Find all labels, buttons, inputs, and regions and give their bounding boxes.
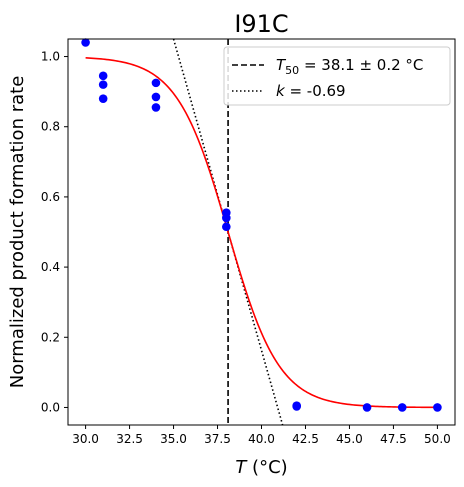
x-tick-label: 35.0	[160, 432, 187, 446]
legend-label-symbol: T	[276, 56, 287, 74]
chart-title: I91C	[234, 10, 288, 38]
data-point	[98, 71, 108, 81]
data-point	[222, 213, 231, 223]
y-axis-ticks: 0.0 0.2 0.4 0.6 0.8 1.0	[41, 50, 68, 414]
y-tick-label: 0.6	[41, 190, 60, 204]
data-point	[151, 92, 161, 102]
x-tick-label: 32.5	[116, 432, 143, 446]
x-tick-label: 47.5	[380, 432, 407, 446]
x-tick-label: 42.5	[292, 432, 319, 446]
legend-label: T50 = 38.1 ± 0.2 °C	[276, 56, 423, 77]
x-tick-label: 40.0	[248, 432, 275, 446]
y-tick-label: 1.0	[41, 50, 60, 64]
data-point	[222, 222, 231, 232]
data-points	[81, 38, 442, 412]
legend-box	[223, 46, 451, 106]
y-tick-label: 0.8	[41, 120, 60, 134]
data-point	[362, 403, 372, 412]
legend-label-rest: = -0.69	[285, 82, 346, 100]
y-tick-label: 0.2	[41, 330, 60, 344]
data-point	[81, 38, 90, 47]
x-axis-ticks: 30.0 32.5 35.0 37.5 40.0 42.5 45.0 47.5 50.0	[72, 425, 451, 446]
axes-layer: 30.0 32.5 35.0 37.5 40.0 42.5 45.0 47.5 50.0 0.0…	[41, 38, 456, 446]
y-tick-label: 0.4	[41, 260, 60, 274]
x-tick-label: 30.0	[72, 432, 99, 446]
data-point	[98, 94, 108, 103]
legend: T50 = 38.1 ± 0.2 °C k = -0.69	[223, 46, 451, 106]
plot-layer	[81, 38, 442, 425]
data-point	[433, 403, 442, 412]
y-tick-label: 0.0	[41, 400, 60, 414]
legend-label-rest: = 38.1 ± 0.2 °C	[299, 56, 423, 74]
data-point	[397, 403, 407, 412]
x-axis-title: T (°C)	[235, 457, 287, 478]
x-axis-unit: (°C)	[246, 457, 287, 478]
x-tick-label: 37.5	[204, 432, 231, 446]
y-axis-title: Normalized product formation rate	[7, 76, 28, 389]
legend-label-subscript: 50	[285, 64, 299, 77]
x-tick-label: 50.0	[424, 432, 451, 446]
x-axis-symbol: T	[235, 457, 248, 478]
legend-label: k = -0.69	[276, 82, 346, 100]
fit-curve	[85, 57, 438, 409]
x-tick-label: 45.0	[336, 432, 363, 446]
data-point	[151, 103, 161, 112]
data-point	[292, 402, 301, 411]
legend-label-symbol: k	[276, 82, 286, 100]
data-point	[98, 80, 108, 89]
data-point	[151, 78, 161, 88]
